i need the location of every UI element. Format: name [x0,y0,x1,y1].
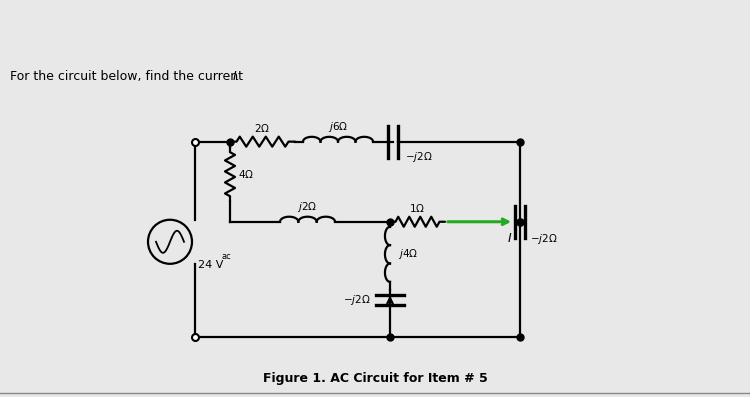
Text: 24 V: 24 V [198,260,223,270]
Text: $-j2\Omega$: $-j2\Omega$ [530,232,557,246]
Text: $2\Omega$: $2\Omega$ [254,121,271,134]
Text: ac: ac [222,252,232,261]
Text: $-j2\Omega$: $-j2\Omega$ [405,150,433,164]
Text: $4\Omega$: $4\Omega$ [238,168,254,180]
Text: For the circuit below, find the current: For the circuit below, find the current [10,70,247,83]
Text: $j6\Omega$: $j6\Omega$ [328,119,348,134]
Text: $I$.: $I$. [232,70,240,83]
Text: Figure 1. AC Circuit for Item # 5: Figure 1. AC Circuit for Item # 5 [262,372,488,385]
Text: $1\Omega$: $1\Omega$ [410,202,425,214]
Text: $I$: $I$ [507,232,512,245]
Text: $-j2\Omega$: $-j2\Omega$ [344,293,371,307]
Text: $j4\Omega$: $j4\Omega$ [398,247,418,261]
Text: $j2\Omega$: $j2\Omega$ [298,200,317,214]
